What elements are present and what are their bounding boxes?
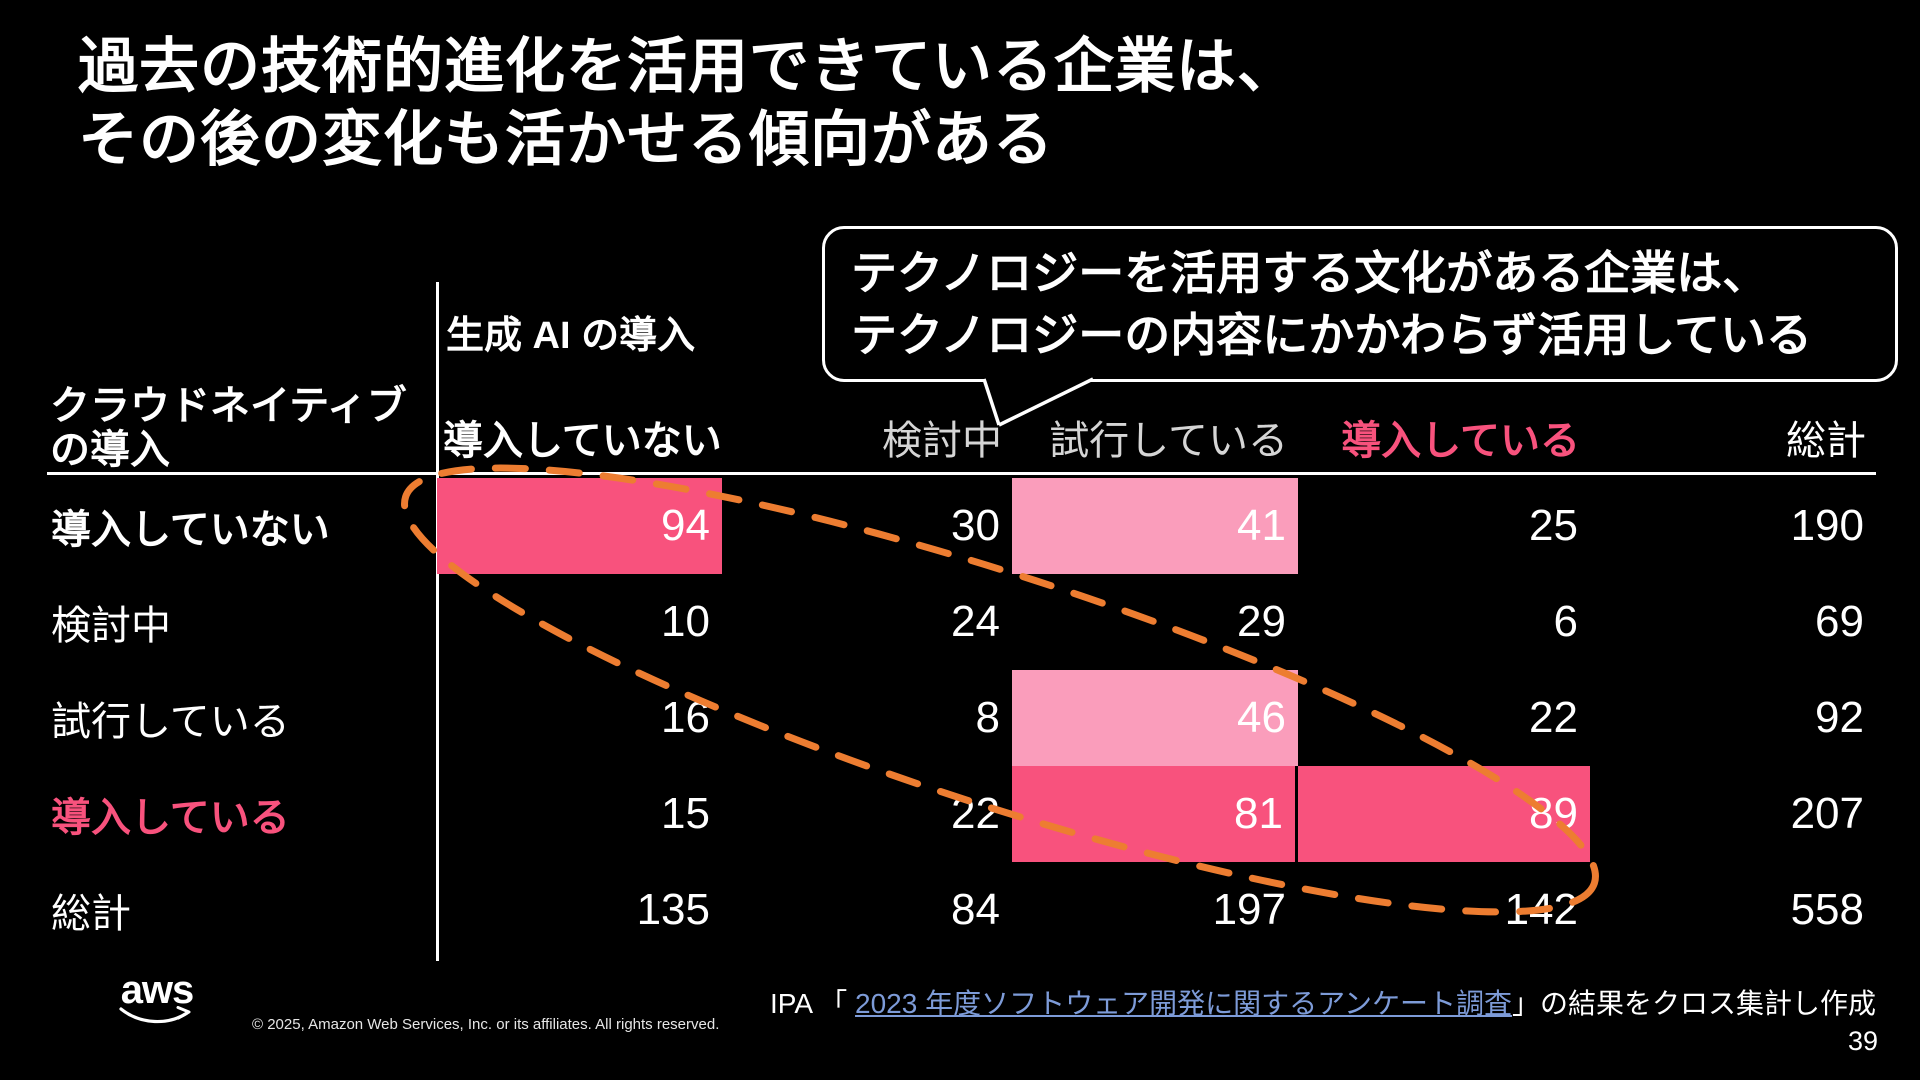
row-label-adopted: 導入している — [51, 796, 290, 840]
aws-logo: aws — [112, 970, 202, 1030]
table-cell: 142 — [1504, 885, 1578, 934]
aws-wordmark: aws — [120, 968, 195, 1012]
table-cell: 92 — [1815, 693, 1864, 742]
col-header-not-adopted: 導入していない — [443, 419, 722, 463]
table-cell: 84 — [951, 885, 1000, 934]
table-cell: 22 — [1529, 693, 1578, 742]
table-cell: 135 — [636, 885, 710, 934]
table-cell: 558 — [1790, 885, 1864, 934]
callout-line-2: テクノロジーの内容にかかわらず活用している — [851, 309, 1812, 362]
title-line-1: 過去の技術的進化を活用できている企業は、 — [78, 33, 1298, 100]
row-group-label-line-1: クラウドネイティブ — [50, 384, 407, 428]
row-label-considering: 検討中 — [51, 604, 171, 648]
table-column-headers: 導入していない 検討中 試行している 導入している 総計 — [437, 396, 1876, 466]
table-cell: 29 — [1237, 597, 1286, 646]
table-cell: 6 — [1553, 597, 1578, 646]
table-cell: 8 — [975, 693, 1000, 742]
title-line-2: その後の変化も活かせる傾向がある — [78, 106, 1054, 174]
table-cell: 94 — [437, 478, 722, 574]
slide-title: 過去の技術的進化を活用できている企業は、 その後の変化も活かせる傾向がある — [78, 30, 1298, 176]
table-cell: 207 — [1790, 789, 1864, 838]
table-cell: 10 — [661, 597, 710, 646]
aws-smile-icon — [119, 1006, 191, 1024]
table-cell: 46 — [1012, 670, 1298, 766]
table-cell: 24 — [951, 597, 1000, 646]
table-cell: 81 — [1012, 766, 1298, 862]
table-cell: 30 — [951, 501, 1000, 550]
cross-tab-table: 導入していない 94 30 41 25 190 検討中 10 24 29 6 6… — [47, 478, 1876, 958]
table-cell: 15 — [661, 789, 710, 838]
row-label-piloting: 試行している — [51, 700, 290, 744]
table-cell: 41 — [1012, 478, 1298, 574]
page-number: 39 — [1847, 1026, 1878, 1056]
table-cell: 197 — [1212, 885, 1286, 934]
source-citation: IPA 「 2023 年度ソフトウェア開発に関するアンケート調査」の結果をクロス… — [770, 982, 1876, 1022]
row-group-label: クラウドネイティブ の導入 — [50, 384, 407, 472]
table-cell: 25 — [1529, 501, 1578, 550]
table-header-divider — [47, 472, 1876, 475]
col-header-considering: 検討中 — [882, 419, 1002, 463]
table-cell: 69 — [1815, 597, 1864, 646]
callout-line-1: テクノロジーを活用する文化がある企業は、 — [851, 247, 1769, 299]
col-header-adopted: 導入している — [1341, 419, 1580, 463]
table-cell: 16 — [661, 693, 710, 742]
callout-box: テクノロジーを活用する文化がある企業は、 テクノロジーの内容にかかわらず活用して… — [822, 226, 1898, 427]
source-suffix: 」の結果をクロス集計し作成 — [1511, 988, 1876, 1019]
row-label-total: 総計 — [51, 892, 131, 936]
row-label-not-adopted: 導入していない — [51, 508, 330, 552]
col-header-piloting: 試行している — [1049, 419, 1288, 463]
table-cell: 22 — [951, 789, 1000, 838]
copyright-text: © 2025, Amazon Web Services, Inc. or its… — [252, 1016, 720, 1033]
table-cell: 89 — [1298, 766, 1590, 862]
col-header-total: 総計 — [1786, 419, 1866, 463]
table-cell: 190 — [1790, 501, 1864, 550]
row-group-label-line-2: の導入 — [50, 428, 170, 472]
source-prefix: IPA 「 — [769, 988, 856, 1019]
callout-tail — [982, 377, 1094, 427]
column-group-label: 生成 AI の導入 — [446, 315, 696, 357]
source-link[interactable]: 2023 年度ソフトウェア開発に関するアンケート調査 — [855, 988, 1512, 1019]
